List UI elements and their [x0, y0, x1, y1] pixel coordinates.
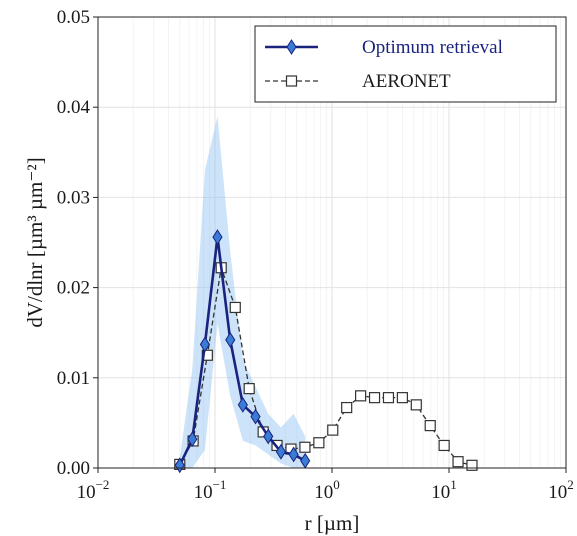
aeronet-marker — [368, 392, 381, 404]
legend-box — [254, 25, 557, 103]
y-tick-label: 0.05 — [57, 7, 90, 28]
aeronet-marker — [243, 383, 255, 395]
aeronet-marker — [341, 401, 353, 414]
y-tick-label: 0.00 — [57, 458, 90, 479]
optimum-retrieval-marker — [263, 428, 274, 445]
optimum-retrieval-marker — [275, 443, 287, 460]
aeronet-marker — [229, 301, 241, 314]
optimum-retrieval-marker — [237, 396, 248, 413]
optimum-retrieval-marker — [187, 431, 198, 448]
x-tick-label: 10−1 — [194, 477, 227, 503]
y-tick-label: 0.02 — [57, 278, 90, 299]
x-tick-label: 101 — [431, 477, 457, 503]
aeronet-marker — [452, 456, 464, 468]
aeronet-marker — [299, 441, 311, 453]
optimum-retrieval-marker — [174, 457, 185, 474]
x-tick-label: 10−2 — [77, 477, 110, 503]
uncertainty-band-area — [179, 116, 306, 468]
optimum-retrieval-marker — [288, 446, 299, 463]
legend-optimum-marker — [286, 39, 297, 55]
x-tick-label: 102 — [548, 477, 574, 503]
aeronet-line — [179, 267, 473, 466]
legend-aeronet-label: AERONET — [362, 71, 451, 92]
optimum-retrieval-marker — [199, 336, 211, 353]
optimum-retrieval-marker — [225, 331, 236, 348]
y-tick-label: 0.03 — [57, 187, 90, 208]
aeronet-marker — [355, 390, 367, 402]
grid — [97, 16, 567, 469]
legend-optimum-label: Optimum retrieval — [362, 37, 503, 58]
aeronet-marker — [466, 459, 478, 471]
aeronet-marker — [382, 392, 395, 404]
x-axis-label: r [µm] — [305, 511, 360, 535]
aeronet-marker — [313, 437, 325, 449]
ticks: 0.00 0.01 0.02 0.03 0.04 0.05 10−2 10−1 100 101 10… — [57, 7, 574, 503]
aeronet-marker — [327, 424, 339, 436]
x-tick-label: 100 — [314, 477, 340, 503]
aeronet-marker — [424, 420, 436, 432]
optimum-retrieval-marker — [250, 408, 261, 425]
y-axis-label: dV/dlnr [µm³ µm⁻²] — [23, 157, 47, 327]
y-tick-label: 0.04 — [57, 97, 91, 118]
aeronet-marker — [438, 439, 450, 452]
optimum-retrieval-marker — [212, 229, 223, 246]
legend: Optimum retrieval AERONET — [254, 25, 557, 103]
legend-aeronet-marker — [285, 75, 298, 87]
aeronet-marker — [396, 392, 408, 404]
aeronet-marker — [410, 399, 422, 411]
series-group — [174, 229, 478, 474]
uncertainty-band — [179, 116, 306, 468]
y-tick-label: 0.01 — [57, 368, 90, 389]
